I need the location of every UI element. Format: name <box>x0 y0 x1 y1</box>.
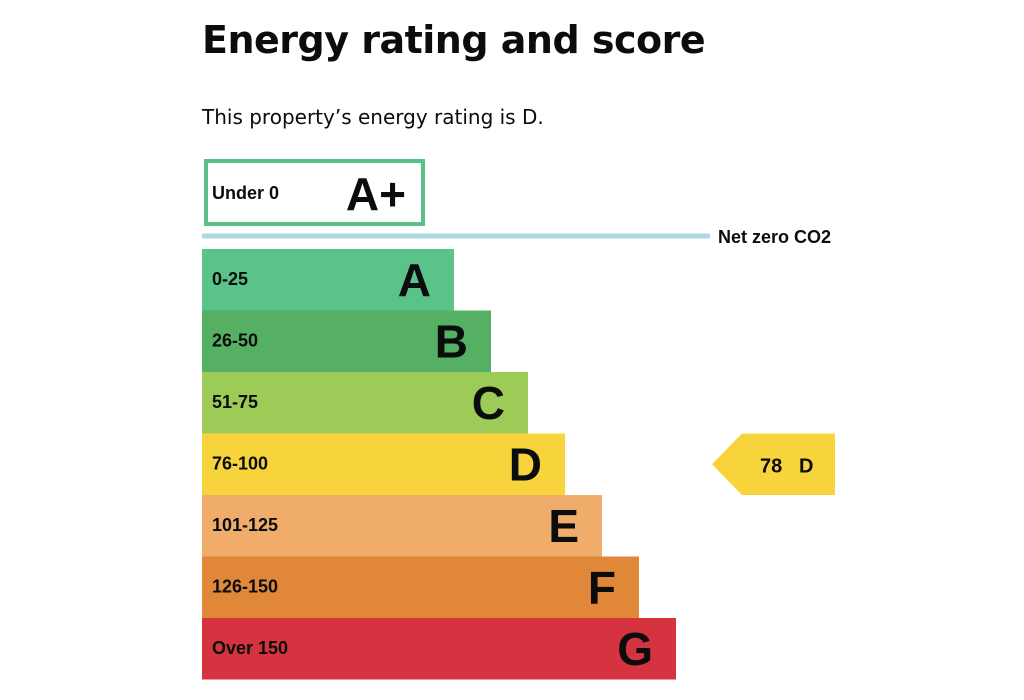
band-e-bar <box>202 495 602 557</box>
band-b-bar <box>202 310 491 372</box>
band-a-letter: A <box>398 254 431 306</box>
band-f-range: 126-150 <box>212 577 278 597</box>
band-b-range: 26-50 <box>212 331 258 351</box>
band-f-letter: F <box>588 562 616 614</box>
band-d-range: 76-100 <box>212 454 268 474</box>
band-a-bar <box>202 249 454 311</box>
band-c-letter: C <box>472 377 505 429</box>
page-title: Energy rating and score <box>202 18 706 62</box>
band-f-bar <box>202 556 639 618</box>
band-c-bar <box>202 372 528 434</box>
current-score: 78 <box>760 455 782 477</box>
band-c-range: 51-75 <box>212 392 258 412</box>
current-rating-arrow <box>712 433 835 495</box>
net-zero-label: Net zero CO2 <box>718 227 831 247</box>
band-g-letter: G <box>617 623 653 675</box>
current-letter: D <box>799 455 813 477</box>
band-g-range: Over 150 <box>212 638 288 658</box>
band-a-plus-range: Under 0 <box>212 183 279 203</box>
band-e-range: 101-125 <box>212 515 278 535</box>
band-a-range: 0-25 <box>212 269 248 289</box>
band-d-bar <box>202 433 565 495</box>
band-b-letter: B <box>435 316 468 368</box>
band-g-bar <box>202 618 676 680</box>
band-d-letter: D <box>509 439 542 491</box>
band-a-plus-letter: A+ <box>346 168 406 220</box>
band-e-letter: E <box>548 500 579 552</box>
rating-summary: This property’s energy rating is D. <box>202 105 544 129</box>
band-a-plus-box <box>204 159 425 226</box>
